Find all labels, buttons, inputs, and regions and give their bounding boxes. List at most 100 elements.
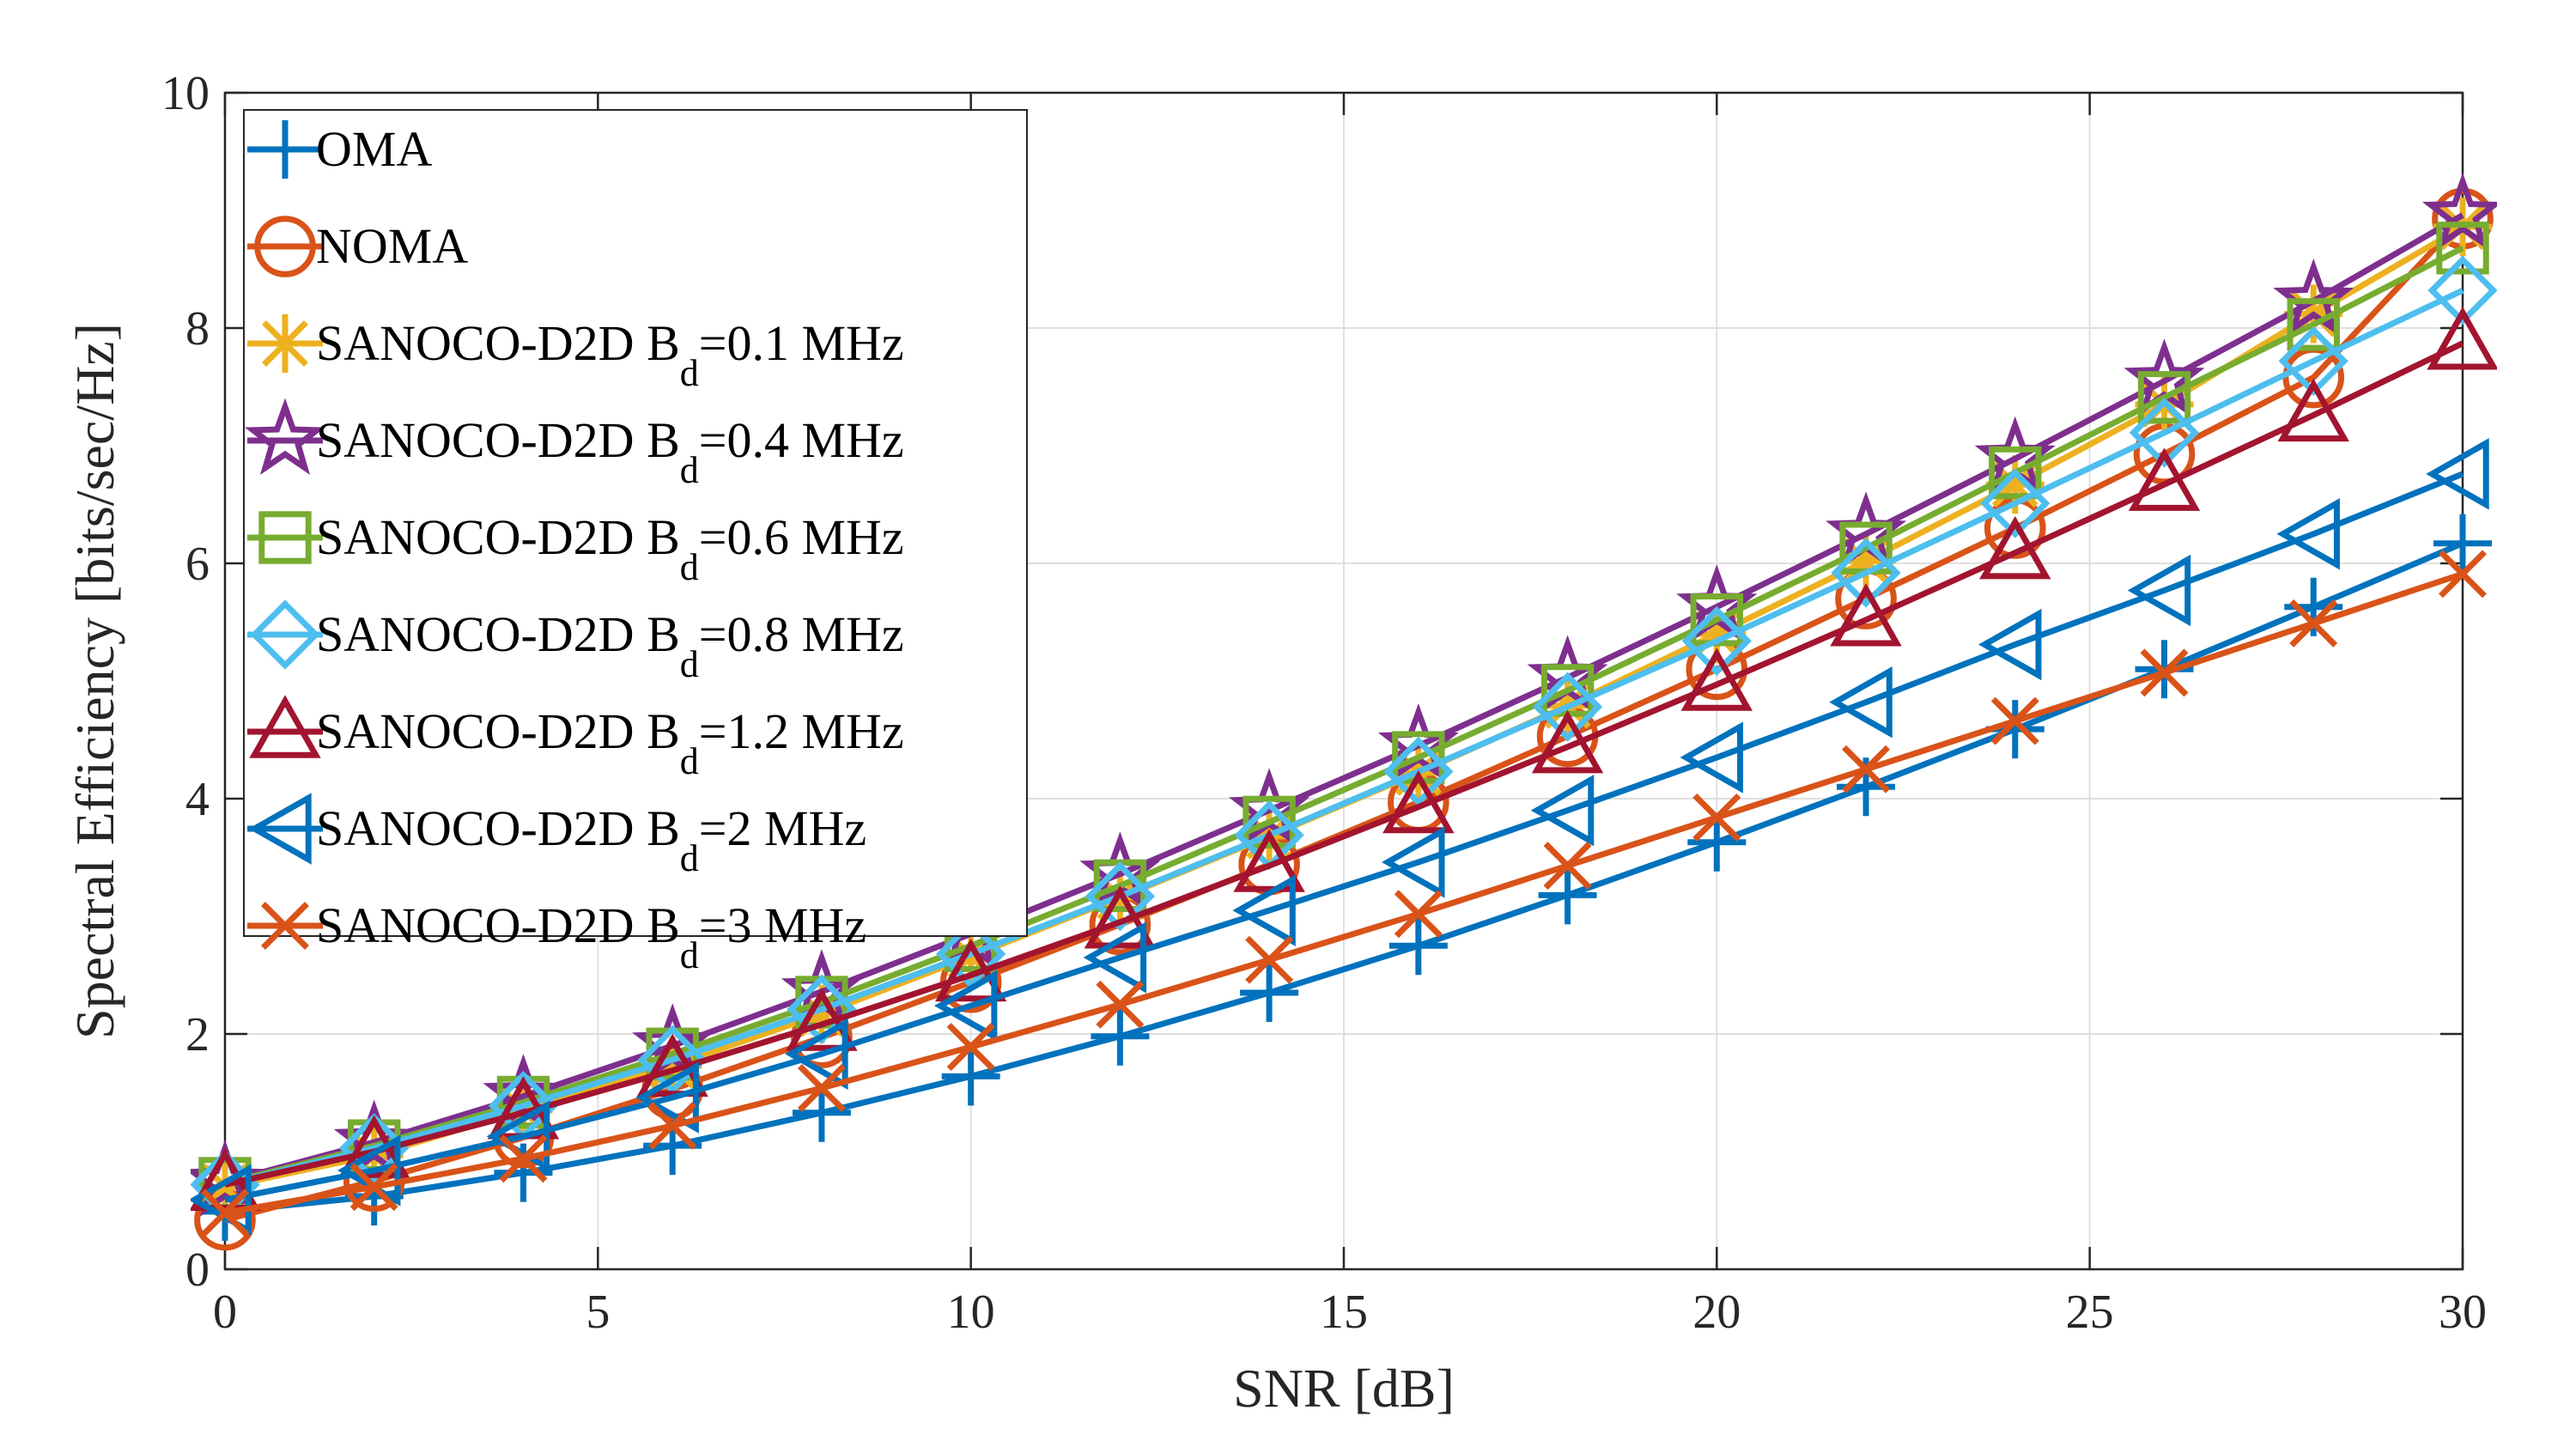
legend-label-main: SANOCO-D2D B (316, 412, 680, 468)
x-tick-label: 25 (2066, 1286, 2114, 1339)
data-point (1543, 842, 1592, 891)
data-point (339, 1113, 410, 1183)
data-point-shape (1531, 709, 1604, 774)
data-point (1091, 1006, 1150, 1066)
legend-marker-shape (244, 398, 326, 475)
data-point (499, 1134, 548, 1183)
series-line (224, 288, 2464, 1188)
legend-label-sub: d (680, 837, 699, 879)
legend-label-main: SANOCO-D2D B (316, 315, 680, 371)
legend-entry: NOMA (247, 216, 468, 277)
data-point-b (1245, 935, 1294, 984)
data-point-shape (1530, 774, 1595, 847)
data-point (933, 970, 998, 1042)
data-point (2276, 498, 2340, 570)
data-point (2278, 325, 2348, 397)
data-point-shape (2129, 398, 2200, 468)
legend-label: SANOCO-D2D Bd=0.1 MHz (316, 315, 904, 394)
data-point-b (1543, 842, 1592, 891)
data-point-b (2140, 648, 2189, 697)
y-tick-label: 6 (185, 538, 210, 591)
data-point (2277, 378, 2349, 442)
legend-label: NOMA (316, 218, 468, 274)
series-line (224, 340, 2464, 1188)
data-point-shape (1084, 885, 1157, 949)
data-point-box (1989, 446, 2042, 500)
series-layer (191, 173, 2497, 1251)
data-point-shape (936, 919, 1006, 989)
data-point (637, 1025, 708, 1095)
legend-label-tail: =0.8 MHz (699, 606, 904, 662)
data-point-shape (338, 1115, 410, 1178)
data-point (1538, 866, 1597, 925)
legend-label-tail: =1.2 MHz (699, 703, 904, 759)
y-tick-label: 2 (185, 1008, 210, 1061)
data-point (934, 938, 1007, 1002)
series-7 (191, 307, 2497, 1212)
data-point (1383, 736, 1454, 807)
data-point (636, 1033, 708, 1098)
legend-marker (261, 902, 309, 950)
data-point-shape (1829, 666, 1893, 739)
data-point-shape (1382, 826, 1445, 898)
axes-layer: 0 5 10 15 20 25 30 0 2 4 6 8 10 SNR [dB] Spectral Effi… (64, 67, 2487, 1419)
legend-marker-ring (254, 216, 316, 277)
x-tick-label: 30 (2439, 1286, 2487, 1339)
data-point (2289, 599, 2338, 648)
legend-label-tail: =0.1 MHz (699, 315, 904, 371)
x-tick-label: 10 (947, 1286, 995, 1339)
legend-entry: SANOCO-D2D Bd=2 MHz (247, 793, 866, 879)
data-point-b (349, 1163, 398, 1212)
data-point (2433, 514, 2492, 573)
data-point-shape (635, 1061, 699, 1134)
legend-entry: SANOCO-D2D Bd=0.4 MHz (244, 398, 904, 491)
data-point-b (1842, 745, 1891, 794)
data-point-b (499, 1134, 548, 1183)
data-point-shape (1831, 538, 1901, 608)
legend-label-tail: =2 MHz (699, 800, 866, 856)
data-point (349, 1163, 398, 1212)
data-point-shape (191, 1147, 261, 1212)
series-line (224, 471, 2464, 1203)
data-point (1233, 829, 1305, 892)
legend-label-sub: d (680, 352, 699, 394)
legend-label: SANOCO-D2D Bd=2 MHz (316, 800, 866, 879)
data-point (946, 1023, 995, 1072)
legend-label: SANOCO-D2D Bd=3 MHz (316, 897, 866, 976)
data-point (797, 1064, 846, 1112)
data-point-shape (1532, 672, 1603, 742)
data-point-shape (2128, 447, 2201, 511)
legend-marker (250, 599, 320, 670)
data-point (785, 1018, 848, 1091)
legend-marker-shape (249, 695, 321, 758)
data-point (1530, 774, 1595, 847)
legend-entry: SANOCO-D2D Bd=0.1 MHz (247, 314, 904, 394)
data-point-shape (933, 970, 998, 1042)
x-tick-label: 15 (1320, 1286, 1368, 1339)
data-point (2137, 371, 2191, 424)
legend-label-main: SANOCO-D2D B (316, 606, 680, 662)
data-point-shape (2276, 498, 2340, 570)
data-point-shape (1382, 769, 1455, 834)
legend-marker-shape (250, 599, 320, 670)
legend-marker-shape (248, 793, 312, 865)
legend-label-main: SANOCO-D2D B (316, 800, 680, 856)
data-point-shape (1383, 736, 1454, 807)
data-point-shape (1979, 515, 2051, 580)
data-point-b (1394, 890, 1443, 939)
data-point-shape (2421, 173, 2497, 250)
data-point (1096, 980, 1145, 1029)
data-point-box (2287, 298, 2340, 351)
data-point (1382, 826, 1445, 898)
data-point (1083, 921, 1147, 994)
legend-entry: OMA (247, 120, 432, 179)
data-point (2427, 255, 2497, 325)
x-axis-title: SNR [dB] (1233, 1358, 1455, 1419)
legend-label-sub: d (680, 643, 699, 685)
legend-label-sub: d (680, 740, 699, 782)
data-point (1831, 538, 1901, 608)
data-point (1989, 446, 2042, 500)
data-point (2426, 438, 2489, 510)
